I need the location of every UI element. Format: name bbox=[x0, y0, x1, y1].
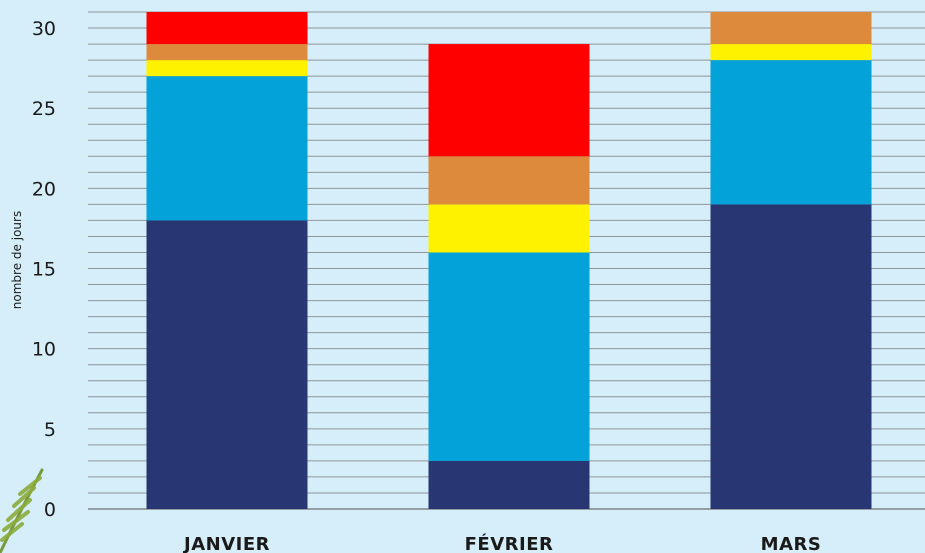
y-tick-label: 15 bbox=[32, 259, 56, 281]
bar-segment bbox=[710, 12, 872, 45]
bar-segment bbox=[710, 60, 872, 205]
y-axis-label: nombre de jours bbox=[10, 211, 24, 309]
bar-segment bbox=[428, 204, 590, 253]
y-tick-label: 30 bbox=[32, 18, 56, 40]
y-tick-label: 25 bbox=[32, 98, 56, 120]
y-axis-ticks: 0 5 10 15 20 25 30 bbox=[32, 18, 56, 521]
bar-segment bbox=[146, 76, 308, 221]
bar-segment bbox=[146, 44, 308, 61]
x-category-label: FÉVRIER bbox=[465, 533, 554, 553]
palm-leaf-stroke bbox=[2, 510, 30, 532]
x-category-label: MARS bbox=[761, 534, 822, 553]
y-tick-label: 10 bbox=[32, 339, 56, 361]
x-category-label: JANVIER bbox=[182, 534, 270, 553]
bar-segment bbox=[146, 220, 308, 509]
y-tick-label: 5 bbox=[44, 419, 56, 441]
bar-segment bbox=[428, 460, 590, 509]
y-tick-label: 20 bbox=[32, 178, 56, 200]
bar-segment bbox=[710, 44, 872, 61]
bar-segment bbox=[146, 12, 308, 45]
palm-leaf-stroke bbox=[6, 498, 32, 522]
bar-segment bbox=[710, 204, 872, 510]
bar-segment bbox=[146, 60, 308, 77]
bar-segment bbox=[428, 44, 590, 157]
x-axis-categories: JANVIER FÉVRIER MARS bbox=[182, 533, 821, 553]
palm-leaf-decoration bbox=[0, 468, 44, 553]
palm-leaf-stroke bbox=[0, 522, 24, 542]
palm-leaf-stroke bbox=[18, 476, 42, 496]
bars bbox=[146, 12, 872, 510]
y-tick-label: 0 bbox=[44, 499, 56, 521]
palm-leaf-stroke bbox=[12, 486, 36, 508]
bar-segment bbox=[428, 252, 590, 461]
bar-segment bbox=[428, 156, 590, 205]
